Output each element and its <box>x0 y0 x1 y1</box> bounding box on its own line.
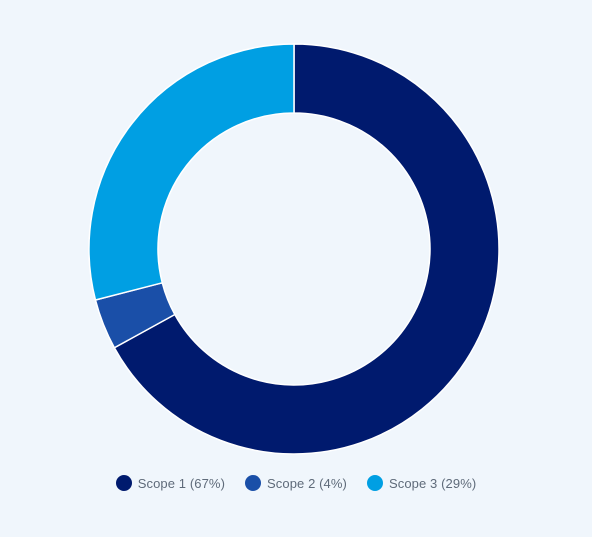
legend-label-scope-3: Scope 3 (29%) <box>388 475 477 491</box>
legend-swatch-scope-1 <box>115 475 132 491</box>
legend-item-scope-3[interactable]: Scope 3 (29%) <box>366 475 477 491</box>
legend-swatch-scope-2 <box>245 475 262 491</box>
donut-slice-scope-3[interactable] <box>88 43 295 301</box>
legend-item-scope-1[interactable]: Scope 1 (67%) <box>115 475 226 491</box>
legend-label-scope-2: Scope 2 (4%) <box>267 475 347 491</box>
legend-swatch-scope-3 <box>366 475 383 491</box>
legend-item-scope-2[interactable]: Scope 2 (4%) <box>245 475 347 491</box>
chart-legend: Scope 1 (67%) Scope 2 (4%) Scope 3 (29%) <box>0 472 592 494</box>
legend-label-scope-1: Scope 1 (67%) <box>137 475 226 491</box>
donut-slice-scope-1[interactable] <box>113 43 500 455</box>
